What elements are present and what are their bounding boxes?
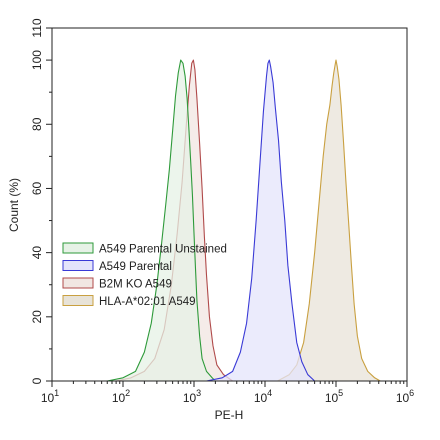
- legend-swatch: [62, 295, 94, 306]
- y-tick-label: 60: [30, 181, 44, 195]
- x-axis: 101 102 103 104 105 106: [41, 381, 414, 405]
- y-tick-label: 0: [30, 377, 44, 384]
- x-tick-label: 104: [254, 388, 272, 405]
- series-4-line: [277, 59, 381, 382]
- legend-swatch: [62, 242, 94, 254]
- legend-label: B2M KO A549: [99, 279, 172, 291]
- y-tick-label: 40: [30, 246, 44, 260]
- x-tick-label: 106: [396, 388, 414, 405]
- series-1-line: [107, 59, 216, 382]
- legend-label: A549 Parental Unstained: [99, 244, 227, 256]
- plot-frame: [51, 27, 408, 382]
- y-tick-label: 100: [30, 50, 44, 70]
- legend-label: HLA-A*02:01 A549: [99, 296, 196, 308]
- y-tick-label: 80: [30, 117, 44, 131]
- legend-swatch: [62, 260, 94, 271]
- legend-item: B2M KO A549: [62, 277, 172, 291]
- series-1-area: [107, 60, 216, 382]
- series-2-area: [206, 60, 315, 382]
- legend-swatch: [62, 277, 94, 289]
- legend: A549 Parental Unstained A549 Parental B2M …: [62, 242, 227, 308]
- series-4-area: [277, 60, 381, 382]
- legend-label: A549 Parental: [99, 261, 172, 273]
- x-axis-title: PE-H: [215, 408, 244, 422]
- x-tick-label: 101: [41, 388, 59, 405]
- series-2-line: [206, 59, 316, 382]
- x-tick-label: 102: [112, 388, 130, 405]
- series-1: [107, 59, 216, 382]
- legend-item: A549 Parental Unstained: [62, 242, 227, 256]
- series-layer: [107, 59, 381, 382]
- series-4: [277, 59, 381, 382]
- legend-item: A549 Parental: [62, 260, 172, 273]
- x-tick-label: 105: [325, 388, 343, 405]
- series-2: [206, 59, 316, 382]
- y-axis: 0 20 40 60 80 100 110: [30, 18, 52, 384]
- y-axis-title: Count (%): [7, 178, 21, 232]
- y-tick-label: 110: [30, 18, 44, 37]
- y-tick-label: 20: [30, 310, 44, 324]
- x-tick-label: 103: [183, 388, 201, 405]
- legend-item: HLA-A*02:01 A549: [62, 295, 196, 308]
- series-3-area: [116, 60, 233, 382]
